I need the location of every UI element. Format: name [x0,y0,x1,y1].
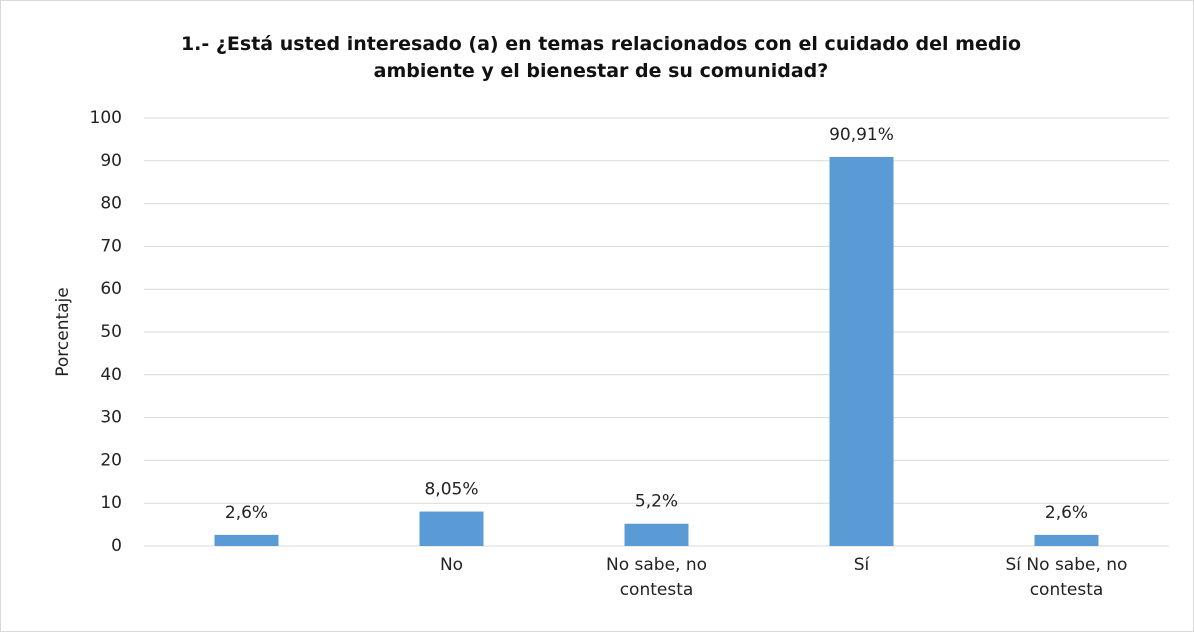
x-tick-label: No [439,555,464,575]
data-label: 90,91% [829,125,894,145]
bar [419,511,484,546]
data-label: 2,6% [225,503,268,523]
bar [1034,534,1099,546]
bar [829,156,894,546]
y-tick-label: 20 [100,450,122,470]
x-tick-label: Sí No sabe, no contesta [1005,555,1128,600]
data-label: 5,2% [635,492,678,512]
x-tick-label: No sabe, no contesta [605,555,708,600]
data-label: 2,6% [1045,503,1088,523]
y-tick-label: 60 [100,279,122,299]
chart-title: 1.- ¿Está usted interesado (a) en temas … [180,33,1022,82]
y-tick-label: 0 [111,536,122,556]
y-tick-label: 30 [100,408,122,428]
y-tick-label: 100 [90,108,122,128]
y-tick-label: 10 [100,493,122,513]
y-tick-label: 40 [100,365,122,385]
bar [214,534,279,546]
y-axis-label: Porcentaje [53,287,73,377]
data-label: 8,05% [424,480,478,500]
y-tick-label: 80 [100,194,122,214]
y-tick-label: 90 [100,151,122,171]
x-tick-label: Sí [853,555,870,575]
y-tick-label: 50 [100,322,122,342]
y-tick-label: 70 [100,236,122,256]
bar [624,523,689,546]
